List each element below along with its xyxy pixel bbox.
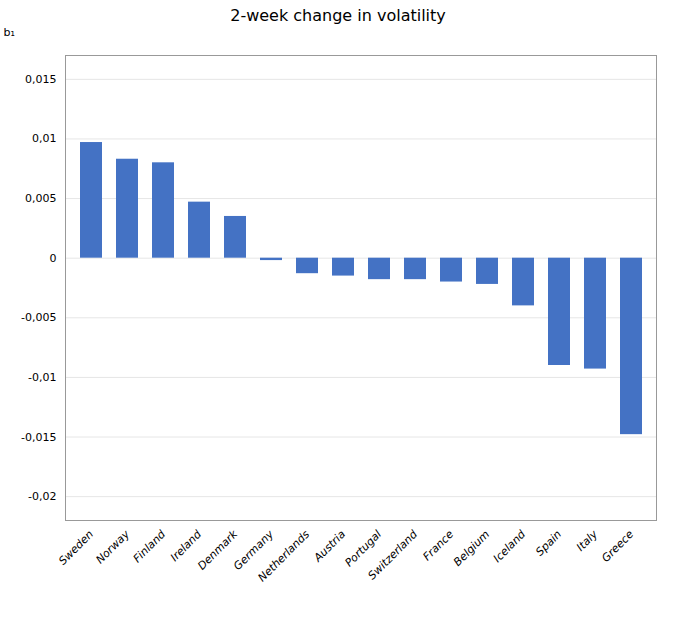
- svg-text:Norway: Norway: [93, 527, 132, 566]
- svg-text:0,005: 0,005: [25, 192, 57, 205]
- svg-text:Ireland: Ireland: [167, 527, 205, 564]
- svg-text:Switzerland: Switzerland: [366, 527, 421, 582]
- html-text:2-week change in volatility: 2-week change in volatility: [230, 6, 446, 25]
- svg-text:Portugal: Portugal: [342, 527, 385, 570]
- svg-text:0,015: 0,015: [25, 73, 57, 86]
- svg-text:Germany: Germany: [231, 527, 277, 573]
- svg-text:0,01: 0,01: [32, 132, 57, 145]
- svg-text:-0,015: -0,015: [21, 431, 56, 444]
- svg-text:Finland: Finland: [131, 527, 169, 565]
- svg-text:France: France: [420, 528, 456, 564]
- svg-text:Denmark: Denmark: [195, 527, 241, 573]
- svg-text:Spain: Spain: [533, 528, 564, 559]
- svg-text:b₁: b₁: [4, 26, 15, 39]
- svg-text:Belgium: Belgium: [451, 528, 492, 569]
- svg-text:Greece: Greece: [599, 528, 636, 565]
- svg-text:Italy: Italy: [574, 527, 600, 553]
- svg-text:Austria: Austria: [311, 527, 349, 565]
- svg-text:Iceland: Iceland: [491, 527, 529, 565]
- svg-text:0: 0: [50, 252, 57, 265]
- svg-text:-0,01: -0,01: [28, 371, 56, 384]
- svg-text:Sweden: Sweden: [56, 528, 96, 568]
- svg-text:-0,005: -0,005: [21, 311, 56, 324]
- svg-text:-0,02: -0,02: [28, 490, 56, 503]
- svg-text:Netherlands: Netherlands: [255, 528, 312, 585]
